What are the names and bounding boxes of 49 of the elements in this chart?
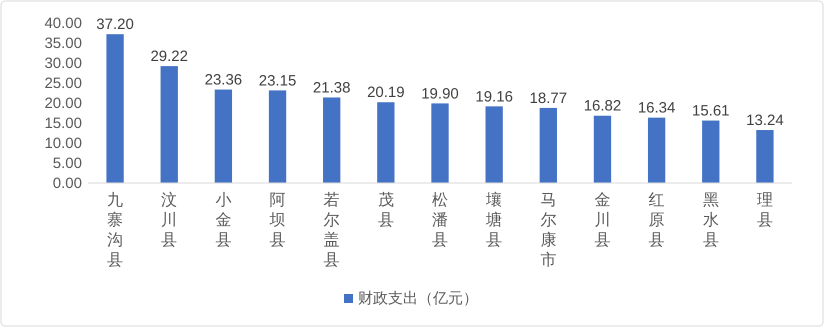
data-label: 16.82	[584, 98, 622, 115]
data-label: 23.15	[258, 72, 296, 90]
x-tick-label: 马尔康市	[540, 192, 556, 269]
bar	[594, 116, 612, 183]
x-tick-label: 小金县	[215, 191, 232, 249]
data-label: 21.38	[312, 79, 350, 96]
data-label: 19.90	[421, 85, 459, 102]
x-tick-label: 汶川县	[161, 191, 178, 249]
x-tick-label: 理县	[756, 192, 773, 229]
x-tick-label: 茂县	[378, 191, 394, 229]
x-tick-label: 金川县	[594, 192, 610, 249]
bar	[377, 102, 395, 183]
y-tick-label: 40.00	[44, 15, 82, 32]
y-tick-label: 20.00	[44, 95, 82, 112]
data-label: 29.22	[150, 48, 188, 66]
x-tick-label: 红原县	[648, 192, 665, 249]
x-tick-label: 黑水县	[702, 192, 719, 249]
data-label: 18.77	[530, 90, 568, 107]
x-tick-label: 松潘县	[432, 191, 448, 249]
data-label: 23.36	[204, 72, 242, 89]
data-label: 13.24	[746, 112, 784, 130]
x-tick-label: 阿坝县	[268, 192, 286, 249]
legend-label: 财政支出（亿元）	[358, 290, 478, 307]
data-label: 16.34	[638, 100, 676, 117]
bar	[106, 34, 124, 183]
data-label: 15.61	[692, 102, 730, 120]
x-tick-label: 若尔盖县	[324, 191, 340, 269]
x-tick-label: 九寨沟县	[107, 191, 124, 269]
data-label: 19.16	[475, 88, 513, 106]
data-label: 37.20	[96, 16, 134, 34]
bar	[702, 120, 720, 183]
bar	[485, 106, 503, 183]
bar	[431, 103, 449, 183]
x-tick-label: 壤塘县	[485, 191, 502, 249]
y-tick-label: 15.00	[44, 115, 82, 132]
bar	[214, 90, 232, 183]
bar	[540, 108, 557, 183]
bar	[160, 66, 178, 183]
bar	[268, 90, 286, 183]
y-tick-label: 0.00	[52, 175, 82, 192]
y-tick-label: 35.00	[44, 35, 82, 52]
bar	[648, 118, 666, 183]
y-tick-label: 5.00	[52, 155, 82, 172]
y-tick-label: 10.00	[44, 135, 82, 152]
y-tick-label: 25.00	[44, 75, 82, 92]
data-label: 20.19	[367, 84, 405, 102]
bar	[756, 130, 774, 183]
bar	[323, 97, 340, 183]
y-tick-label: 30.00	[44, 55, 82, 72]
